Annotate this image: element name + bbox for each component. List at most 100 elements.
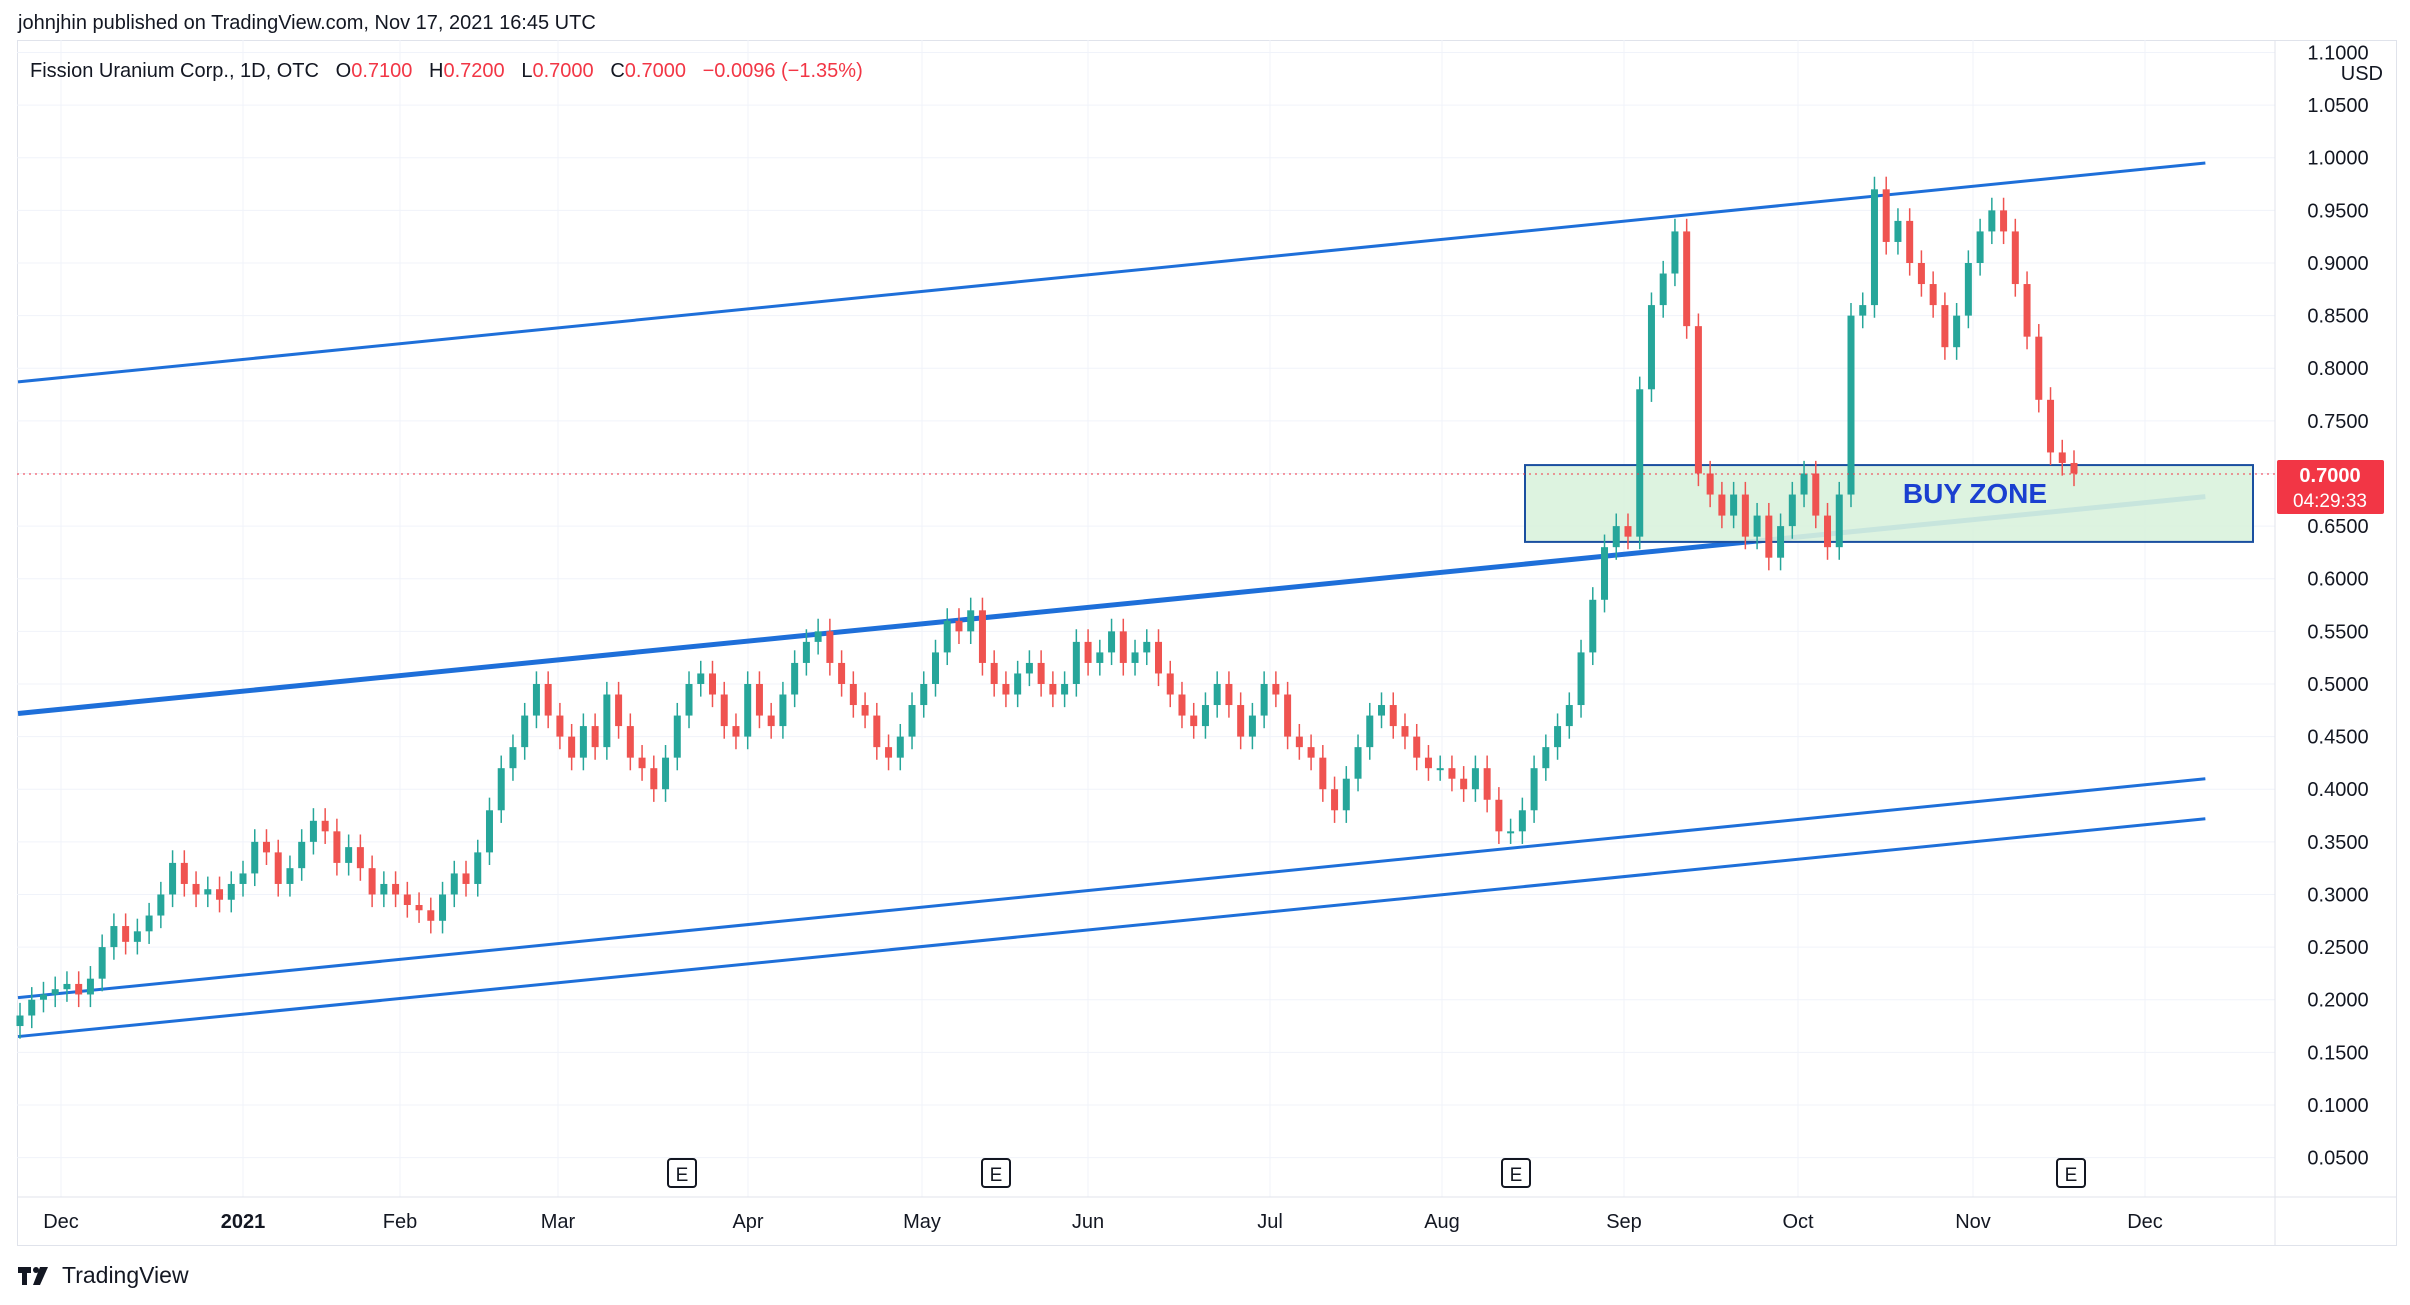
candle [1190,702,1198,739]
candle [814,618,822,655]
candle [1824,502,1832,560]
earnings-marker[interactable]: E [667,1158,697,1188]
candle [1155,629,1163,687]
y-tick-label: 0.8500 [2307,306,2368,328]
change-value: −0.0096 (−1.35%) [702,60,863,82]
candle [1859,292,1867,329]
candle [638,745,646,781]
candle [1460,766,1468,802]
candle [333,818,341,876]
candle [1389,692,1397,739]
candle [1272,671,1280,708]
candle [1143,629,1151,666]
candle [1002,671,1010,708]
last-price-tag: 0.7000 04:29:33 [2277,460,2384,514]
y-tick-label: 0.1000 [2307,1095,2368,1117]
candle [568,723,576,771]
candle [1342,766,1350,823]
candle [1753,502,1761,550]
earnings-marker[interactable]: E [1501,1158,1531,1188]
candle [673,702,681,771]
candle [1131,639,1139,676]
candle [427,897,435,934]
y-tick-label: 1.1000 [2307,43,2368,65]
candle [204,876,212,908]
y-tick-label: 0.3000 [2307,884,2368,906]
earnings-marker[interactable]: E [981,1158,1011,1188]
candle [1366,702,1374,760]
candle [309,808,317,855]
trendline-1[interactable] [17,161,2206,384]
candle [450,860,458,908]
buy-zone-rect[interactable] [1524,464,2254,543]
last-price-value: 0.7000 [2299,465,2360,487]
trendline-3[interactable] [17,777,2206,1000]
buy-zone-label: BUY ZONE [1903,478,2047,509]
grid-lines [17,40,2275,1197]
x-tick-label: Feb [383,1211,417,1233]
candle [133,918,141,955]
candle [943,608,951,666]
candle [967,597,975,644]
candle [1436,755,1444,781]
trendline-4[interactable] [17,817,2206,1039]
candle [2000,197,2008,245]
candle [1307,734,1315,771]
candle [1331,776,1339,823]
candle [744,671,752,750]
candle [1378,692,1386,729]
candle [1424,745,1432,781]
candle [122,913,130,955]
y-tick-label: 0.6500 [2307,516,2368,538]
y-tick-label: 0.5500 [2307,621,2368,643]
candle [1718,481,1726,529]
candle [1072,629,1080,697]
candle [1589,587,1597,666]
x-tick-label: Jul [1257,1211,1283,1233]
candle [1730,481,1738,529]
open-value: 0.7100 [351,60,413,82]
candle [720,681,728,739]
candle [1530,755,1538,823]
tradingview-logo[interactable]: TradingView [18,1262,189,1289]
chart-frame[interactable] [17,40,2397,1246]
candle [392,871,400,908]
candle [321,808,329,844]
price-axis: 1.1000 1.0500 1.0000 0.9500 0.9000 0.8500 0.80… [2307,43,2368,1170]
candle [1941,292,1949,360]
earnings-marker[interactable]: E [2056,1158,2086,1188]
candle [1260,671,1268,729]
candle [521,702,529,760]
candle [1741,481,1749,550]
candle [169,850,177,908]
candle [1319,745,1327,802]
x-tick-label: Apr [732,1211,763,1233]
candle [1565,692,1573,739]
candle [1248,702,1256,750]
x-tick-label: Dec [43,1211,79,1233]
candle [1213,671,1221,718]
candle [662,745,670,802]
candle [274,839,282,897]
svg-text:E: E [676,1165,689,1186]
candle [239,860,247,897]
svg-text:E: E [1510,1165,1523,1186]
candle [474,839,482,897]
candle [180,850,188,897]
candle [462,860,470,897]
candle [1166,660,1174,708]
candle [1847,302,1855,508]
candle [779,681,787,739]
x-tick-label: Oct [1782,1211,1814,1233]
candle [1014,660,1022,708]
candle [802,629,810,676]
candles [16,176,2078,1039]
low-value: 0.7000 [532,60,594,82]
y-tick-label: 0.9500 [2307,200,2368,222]
y-tick-label: 0.9000 [2307,253,2368,275]
candle [1108,618,1116,666]
x-tick-label: May [903,1211,941,1233]
candle [28,987,36,1029]
candle [1037,650,1045,697]
